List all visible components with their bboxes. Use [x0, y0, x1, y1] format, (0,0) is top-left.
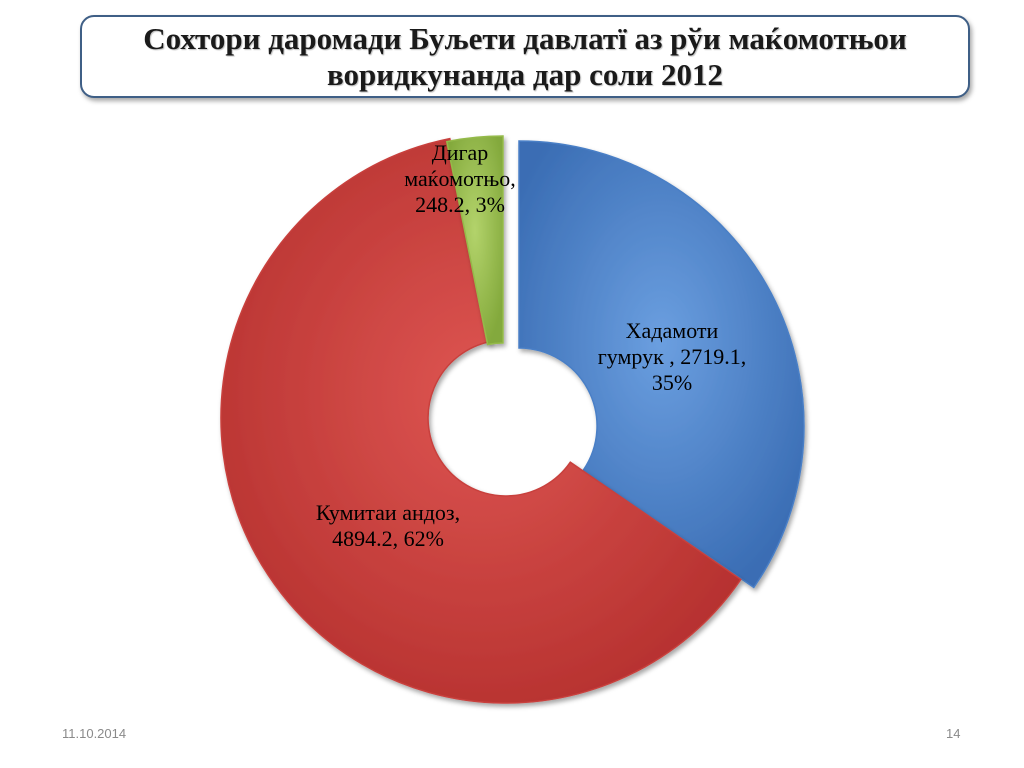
slice-label-other-line-3: 248.2, 3%: [415, 192, 505, 217]
slice-label-customs-line-3: 35%: [651, 370, 693, 395]
slice-customs: [518, 140, 805, 589]
slice-label-customs-line-2: гумрук , 2719.1,: [597, 344, 747, 369]
slice-label-customs-line-1: Хадамоти: [625, 318, 719, 343]
slice-label-other-line-2: маќомотњо,: [404, 166, 516, 191]
slice-tax: [220, 137, 742, 704]
slice-label-tax-line-2: 4894.2, 62%: [332, 526, 444, 551]
slice-label-customs: Хадамоти гумрук , 2719.1, 35%: [572, 318, 772, 396]
slice-label-tax: Кумитаи андоз, 4894.2, 62%: [278, 500, 498, 552]
slide-title: Сохтори даромади Буљети давлатї аз рўи м…: [127, 21, 923, 93]
chart-slices: [220, 135, 805, 704]
slice-label-other: Дигар маќомотњо, 248.2, 3%: [380, 140, 540, 218]
slide-title-line-2: воридкунанда дар соли 2012: [327, 56, 723, 92]
slide-date: 11.10.2014: [62, 726, 127, 741]
slide-page-number: 14: [946, 726, 961, 741]
title-box: Сохтори даромади Буљети давлатї аз рўи м…: [80, 15, 970, 98]
slice-other: [445, 135, 504, 346]
slide-title-line-1: Сохтори даромади Буљети давлатї аз рўи м…: [143, 20, 907, 56]
slice-label-tax-line-1: Кумитаи андоз,: [315, 500, 461, 525]
slice-label-other-line-1: Дигар: [431, 140, 489, 165]
